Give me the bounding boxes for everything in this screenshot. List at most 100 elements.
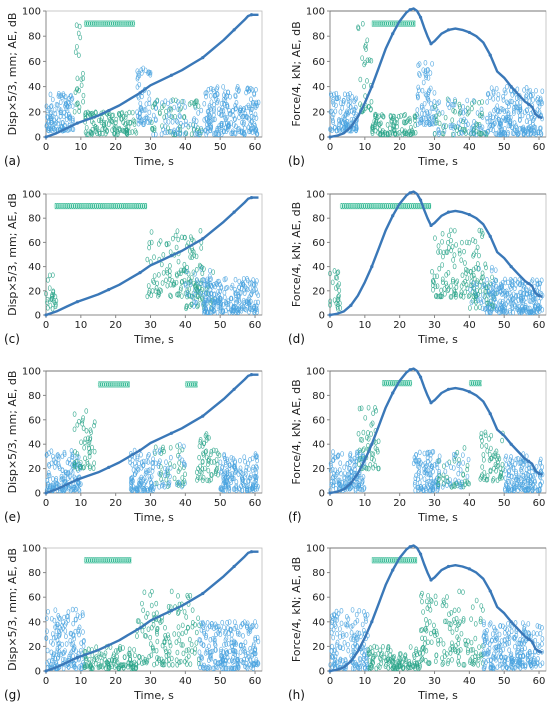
ae-point bbox=[459, 257, 464, 263]
ae-point bbox=[336, 306, 340, 312]
band-bar bbox=[84, 20, 135, 27]
ae-point bbox=[473, 238, 478, 245]
ae-point bbox=[151, 112, 156, 119]
ae-point bbox=[333, 108, 338, 115]
curve-marker bbox=[201, 237, 205, 241]
band-point bbox=[393, 203, 397, 209]
band-point bbox=[112, 21, 116, 27]
ae-point bbox=[91, 465, 96, 472]
curve-marker bbox=[328, 135, 332, 139]
band-point bbox=[340, 203, 345, 209]
band-point bbox=[55, 203, 59, 209]
ae-point bbox=[535, 97, 539, 103]
ae-point bbox=[450, 657, 454, 663]
ae-point bbox=[467, 239, 472, 246]
ae-point bbox=[223, 630, 227, 636]
ae-point bbox=[419, 110, 424, 117]
ae-point bbox=[206, 461, 210, 467]
ae-point bbox=[190, 254, 195, 261]
ae-point bbox=[517, 116, 522, 123]
ae-point bbox=[247, 309, 251, 315]
band-point bbox=[76, 203, 80, 209]
ae-point bbox=[205, 297, 210, 303]
ae-point bbox=[495, 305, 500, 312]
ae-points bbox=[44, 22, 261, 138]
ae-point bbox=[415, 121, 420, 128]
ae-point bbox=[146, 90, 151, 96]
ae-point bbox=[205, 276, 210, 283]
ae-point bbox=[56, 117, 61, 124]
y-tick-label: 100 bbox=[22, 544, 41, 555]
ae-point bbox=[177, 102, 181, 108]
ae-point bbox=[184, 614, 189, 620]
band-point bbox=[389, 21, 393, 27]
ae-point bbox=[249, 109, 253, 116]
ae-point bbox=[429, 639, 434, 645]
ae-point bbox=[92, 460, 96, 466]
ae-point bbox=[75, 86, 80, 92]
ae-point bbox=[224, 116, 228, 123]
curve-marker bbox=[232, 387, 236, 391]
ae-point bbox=[207, 643, 211, 650]
curve-marker bbox=[44, 491, 48, 495]
ae-point bbox=[513, 104, 518, 110]
ae-point bbox=[170, 662, 175, 668]
ae-point bbox=[345, 122, 350, 129]
band-point bbox=[368, 203, 372, 209]
ae-point bbox=[381, 644, 385, 650]
ae-point bbox=[432, 622, 436, 629]
x-tick-label: 40 bbox=[463, 676, 476, 687]
ae-point bbox=[442, 463, 446, 469]
ae-point bbox=[154, 647, 159, 654]
ae-point bbox=[357, 607, 362, 614]
ae-point bbox=[528, 119, 532, 126]
band-point bbox=[105, 21, 109, 27]
ae-point bbox=[417, 479, 422, 486]
ae-point bbox=[163, 625, 167, 631]
band-point bbox=[124, 21, 128, 27]
ae-point bbox=[424, 598, 429, 605]
ae-point bbox=[89, 429, 93, 435]
ae-point bbox=[440, 655, 444, 661]
ae-point bbox=[354, 95, 359, 102]
ae-point bbox=[514, 125, 519, 131]
ae-point bbox=[193, 271, 197, 277]
band-point bbox=[416, 203, 420, 209]
ae-point bbox=[529, 111, 533, 117]
ae-point bbox=[466, 109, 471, 115]
ae-point bbox=[477, 227, 482, 234]
ae-point bbox=[168, 292, 172, 299]
band-point bbox=[407, 21, 411, 27]
curve-marker bbox=[370, 265, 374, 269]
ae-point bbox=[166, 240, 171, 247]
y-tick-label: 60 bbox=[28, 593, 41, 604]
ae-point bbox=[220, 112, 224, 118]
x-axis-label: Time, s bbox=[133, 333, 174, 346]
ae-point bbox=[459, 289, 464, 295]
band-point bbox=[109, 203, 113, 209]
ae-point bbox=[183, 281, 188, 287]
curve-marker bbox=[488, 53, 492, 57]
ae-point bbox=[360, 21, 365, 27]
ae-point bbox=[154, 117, 158, 124]
ae-point bbox=[52, 107, 57, 113]
ae-point bbox=[407, 115, 412, 122]
ae-point bbox=[57, 465, 62, 472]
ae-point bbox=[253, 619, 257, 625]
ae-point bbox=[86, 435, 90, 442]
ae-point bbox=[252, 309, 256, 316]
x-tick-label: 0 bbox=[327, 320, 333, 331]
band-point bbox=[382, 203, 386, 209]
band-point bbox=[399, 21, 403, 27]
ae-point bbox=[132, 647, 136, 653]
ae-point bbox=[500, 461, 505, 468]
ae-point bbox=[457, 247, 462, 254]
ae-point bbox=[198, 280, 203, 287]
panel-label: (b) bbox=[288, 154, 305, 168]
panel-label: (h) bbox=[288, 688, 305, 702]
ae-point bbox=[337, 293, 341, 299]
ae-point bbox=[190, 607, 195, 613]
ae-point bbox=[458, 117, 463, 124]
ae-point bbox=[365, 37, 370, 43]
ae-point bbox=[222, 121, 226, 127]
